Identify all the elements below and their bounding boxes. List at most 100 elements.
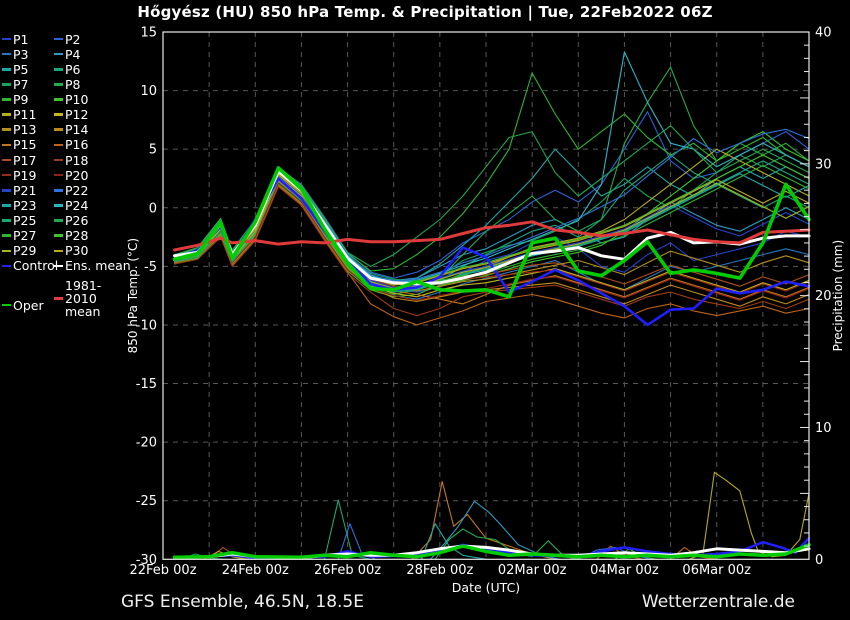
legend-label: 1981-2010 mean (65, 278, 102, 319)
legend-swatch (54, 128, 63, 132)
legend-item-p29: P29 (2, 243, 36, 258)
legend-swatch (2, 67, 11, 71)
y-left-tick-label: -10 (136, 318, 157, 333)
x-tick-label: 24Feb 00z (222, 563, 289, 578)
legend-swatch (54, 264, 63, 268)
legend-item-p24: P24 (54, 198, 88, 213)
legend-swatch (2, 204, 11, 207)
legend-label: P13 (13, 122, 37, 138)
temp-member-line-P24 (173, 51, 810, 284)
legend-swatch (2, 303, 11, 307)
legend-swatch (54, 249, 63, 253)
x-axis-title: Date (UTC) (452, 580, 520, 595)
legend-label: P22 (65, 182, 89, 198)
legend-item-ens-mean: Ens. mean (54, 258, 131, 273)
legend-label: P16 (65, 137, 89, 153)
legend-label: P12 (65, 107, 89, 123)
legend-label: P24 (65, 197, 89, 213)
legend-swatch (54, 37, 63, 41)
precip-member-line-P30 (688, 471, 810, 560)
temp-oper-line (172, 166, 811, 299)
legend-label: P15 (13, 137, 37, 153)
legend-item-p20: P20 (54, 168, 88, 183)
legend-swatch (54, 204, 63, 207)
legend-label: P4 (65, 46, 81, 62)
chart-title: Hőgyész (HU) 850 hPa Temp. & Precipitati… (137, 3, 713, 21)
legend-label: P18 (65, 152, 89, 168)
legend-label: Oper (13, 297, 44, 313)
y-left-tick-label: -25 (136, 494, 157, 509)
legend-item-p11: P11 (2, 107, 36, 122)
legend-swatch (2, 189, 11, 192)
legend-swatch (54, 158, 63, 162)
y-right-axis-title: Precipitation (mm) (831, 240, 845, 352)
legend-swatch (54, 83, 63, 86)
legend-item-p23: P23 (2, 198, 36, 213)
legend-item-control: Control (2, 258, 58, 273)
y-left-tick-label: -30 (136, 553, 157, 568)
legend-label: P7 (13, 76, 29, 92)
x-tick-label: 02Mar 00z (498, 563, 567, 578)
legend-item-p6: P6 (54, 62, 81, 77)
precip-oper-line (172, 543, 811, 560)
legend-swatch (2, 128, 11, 132)
legend-item-p19: P19 (2, 168, 36, 183)
legend-swatch (2, 234, 11, 237)
precip-member-line-P4 (430, 500, 561, 560)
y-right-tick-label: 10 (815, 421, 832, 436)
legend-item-p21: P21 (2, 183, 36, 198)
legend-item-p13: P13 (2, 122, 36, 137)
legend-swatch (2, 98, 11, 101)
legend-swatch (2, 37, 11, 41)
legend-swatch (54, 143, 63, 147)
legend-item-p27: P27 (2, 228, 36, 243)
legend-item-p16: P16 (54, 137, 88, 152)
y-left-tick-label: 15 (140, 26, 157, 41)
legend-item-p10: P10 (54, 92, 88, 107)
legend-swatch (2, 173, 11, 177)
legend-label: P19 (13, 167, 37, 183)
legend-label: P30 (65, 243, 89, 259)
legend-label: P11 (13, 107, 37, 123)
y-left-tick-label: 0 (149, 201, 157, 216)
legend-item-p22: P22 (54, 183, 88, 198)
legend-item-p2: P2 (54, 32, 81, 47)
x-tick-label: 22Feb 00z (129, 563, 196, 578)
y-left-tick-label: -20 (136, 436, 157, 451)
legend-swatch (54, 219, 63, 222)
x-tick-label: 04Mar 00z (590, 563, 659, 578)
y-left-tick-label: 5 (149, 143, 157, 158)
legend-label: P10 (65, 92, 89, 108)
legend-label: Ens. mean (65, 258, 131, 274)
legend-label: P29 (13, 243, 37, 259)
legend-label: P1 (13, 31, 29, 47)
legend-label: P26 (65, 213, 89, 229)
legend-item-oper: Oper (2, 298, 44, 313)
legend-swatch (54, 52, 63, 56)
legend-swatch (54, 173, 63, 177)
legend-label: P17 (13, 152, 37, 168)
legend: P1 P2 P3 P4 P5 P6 P7 P8 P9 P10 P11 P12 P13 P14 P15 P16 P… (2, 0, 132, 330)
legend-swatch (2, 52, 11, 56)
precip-member-line-P25 (323, 499, 372, 560)
y-right-tick-label: 40 (815, 26, 832, 41)
legend-label: P25 (13, 213, 37, 229)
legend-item-p4: P4 (54, 47, 81, 62)
y-left-tick-label: 10 (140, 84, 157, 99)
legend-item-p7: P7 (2, 77, 29, 92)
legend-item-p1: P1 (2, 32, 29, 47)
legend-label: P21 (13, 182, 37, 198)
x-tick-label: 26Feb 00z (314, 563, 381, 578)
legend-swatch (54, 67, 63, 71)
legend-item-1981-2010-mean: 1981-2010 mean (54, 279, 127, 318)
legend-label: P14 (65, 122, 89, 138)
legend-label: P2 (65, 31, 81, 47)
y-right-tick-label: 30 (815, 157, 832, 172)
legend-swatch (2, 219, 11, 222)
legend-swatch (54, 113, 63, 116)
legend-label: P9 (13, 92, 29, 108)
legend-label: P27 (13, 228, 37, 244)
legend-swatch (2, 158, 11, 162)
